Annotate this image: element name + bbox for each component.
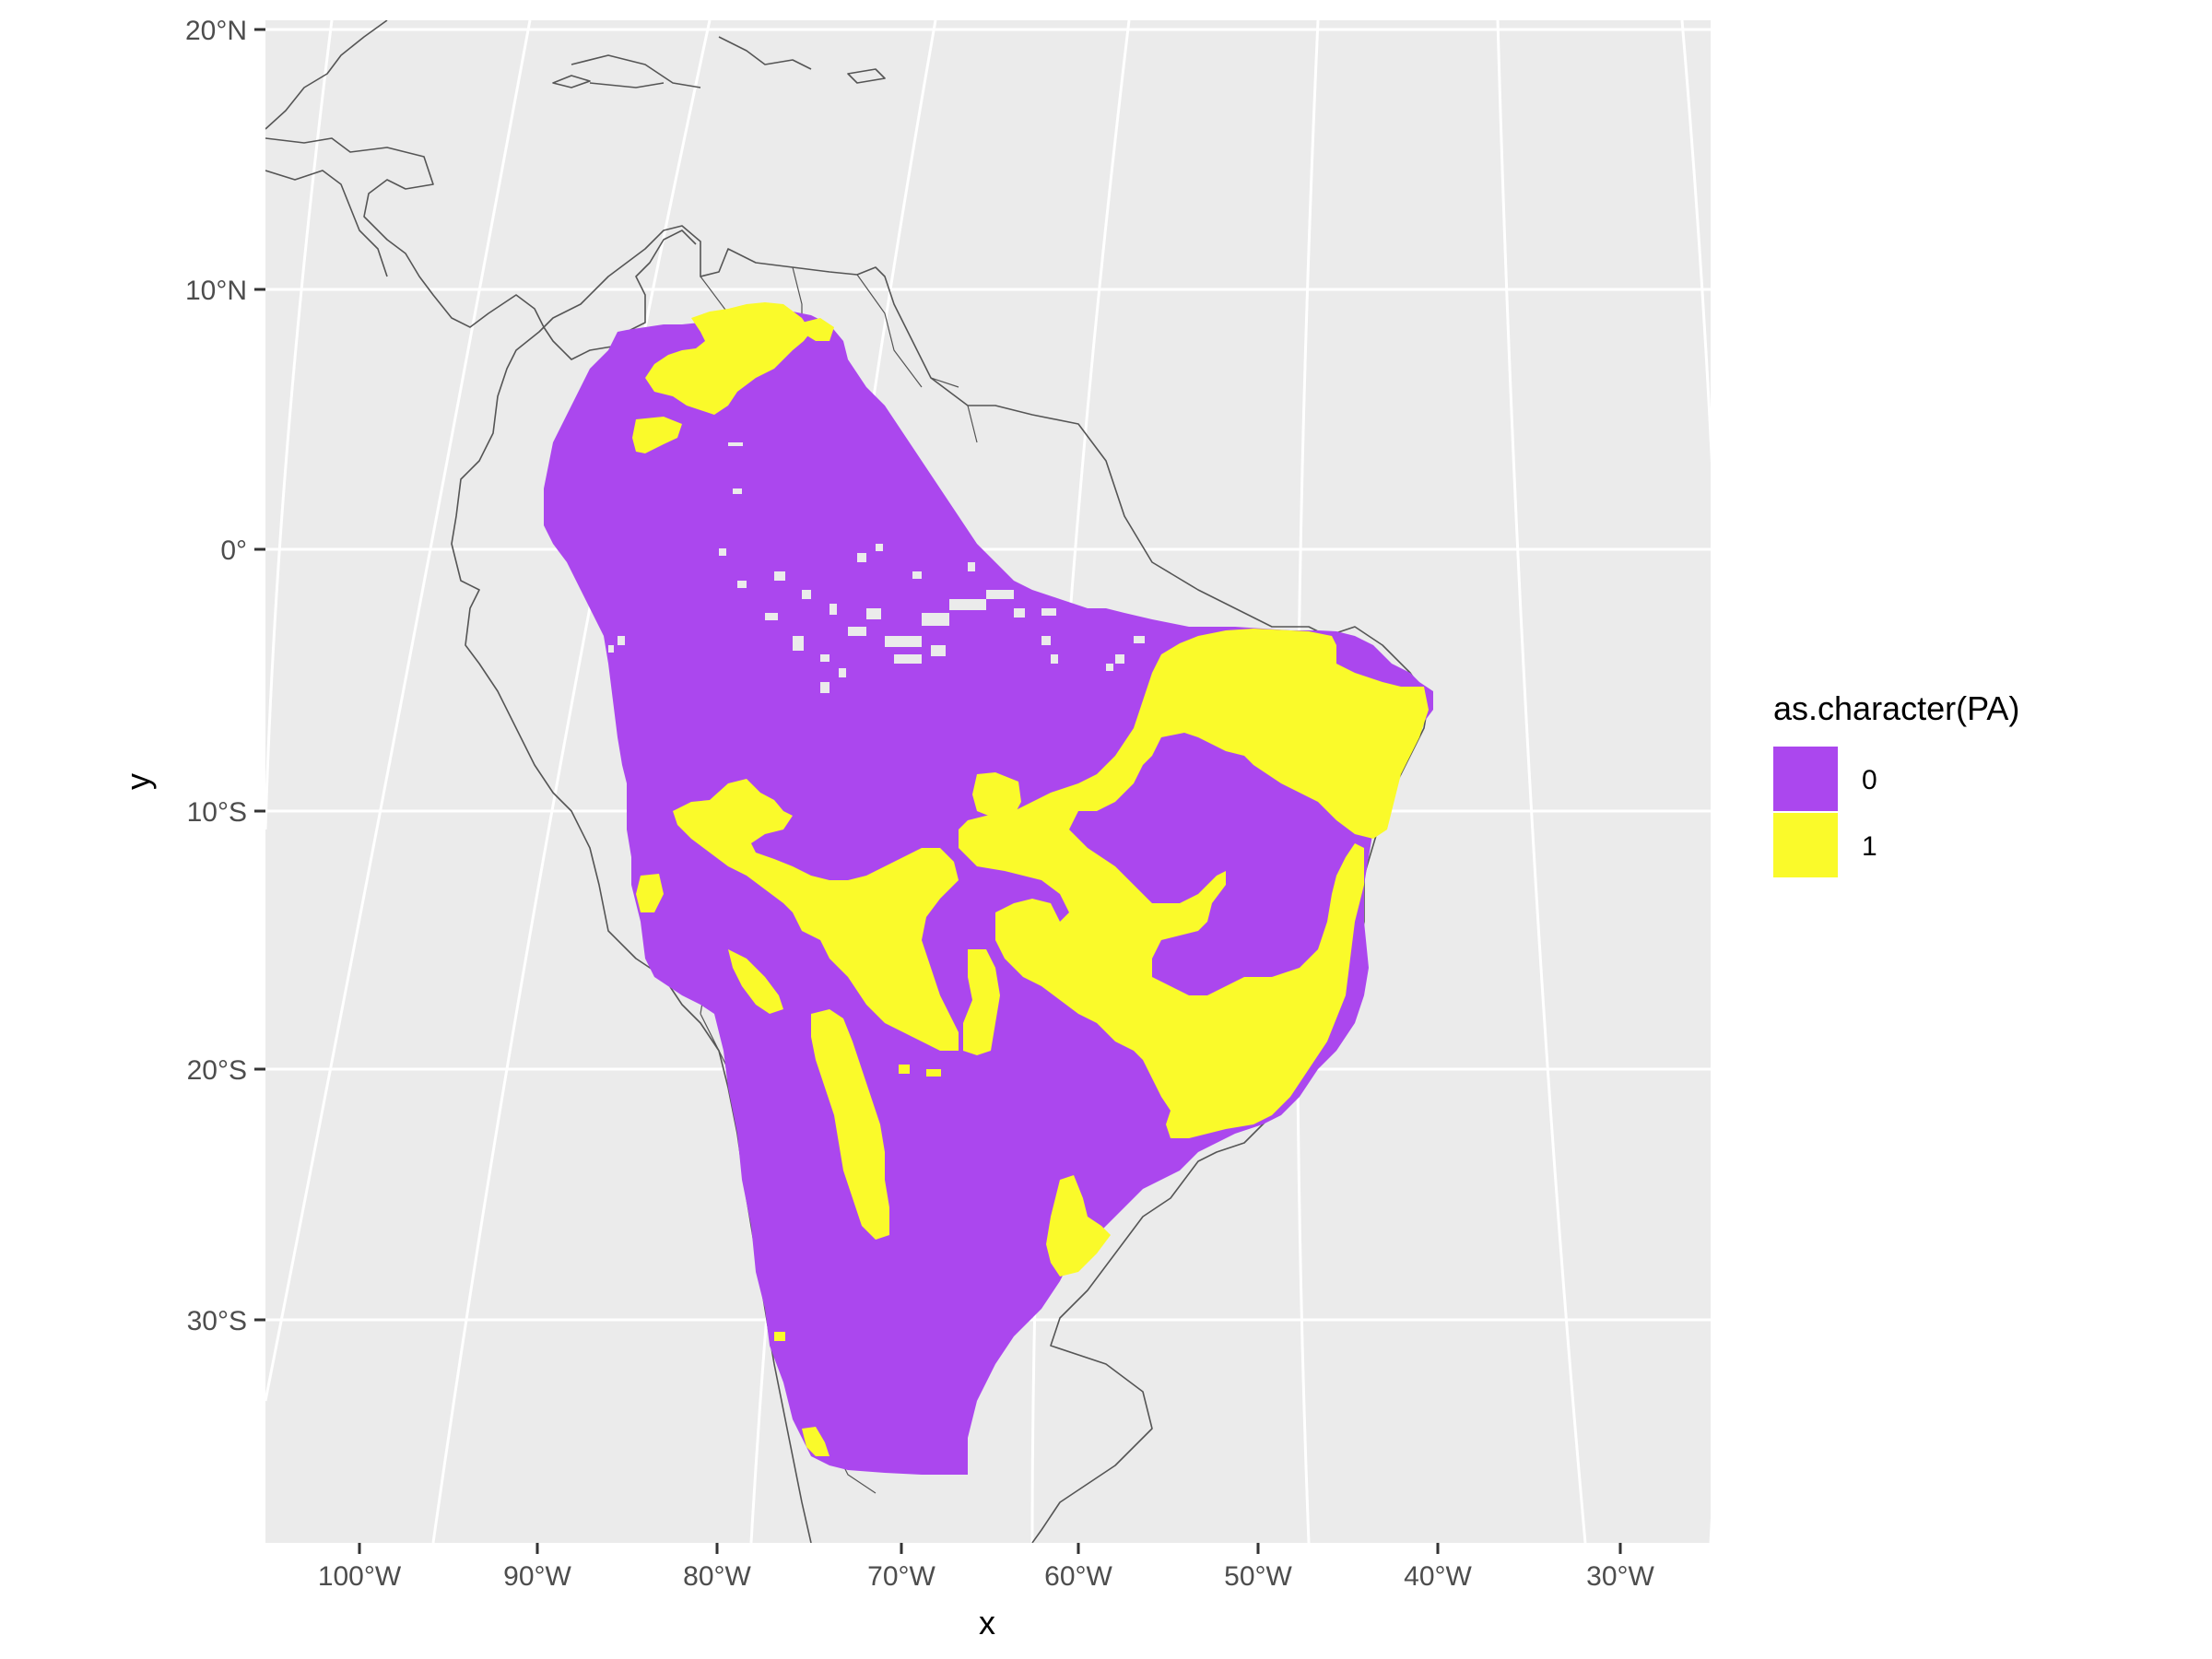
y-tick-label: 20°N <box>185 16 247 46</box>
presence-andean-band <box>673 779 959 1051</box>
x-tick-label: 40°W <box>1404 1561 1472 1592</box>
y-tick-label: 30°S <box>187 1306 247 1336</box>
x-tick-label: 60°W <box>1044 1561 1112 1592</box>
legend-key-0 <box>1773 747 1838 811</box>
raster-gaps <box>608 442 1145 693</box>
presence-patagonia-spot <box>802 1427 830 1456</box>
gridline-lon-80w <box>431 20 712 1543</box>
presence-west-spot <box>636 874 664 912</box>
x-tick-label: 70°W <box>867 1561 935 1592</box>
legend: as.character(PA) 0 1 <box>1773 689 2019 877</box>
presence-regions <box>632 302 1429 1456</box>
y-tick-label: 0° <box>220 535 247 566</box>
presence-bolivia-strip <box>811 1009 889 1240</box>
caribbean-islands-outline <box>552 36 886 88</box>
legend-label-0: 0 <box>1862 765 1877 795</box>
gridline-lon-40w <box>1496 20 1587 1543</box>
legend-title: as.character(PA) <box>1773 689 2019 727</box>
presence-caribbean-small <box>632 417 682 453</box>
presence-southwest-strip <box>728 949 783 1014</box>
distribution-raster <box>544 302 1433 1475</box>
presence-northeast-brazil <box>959 629 1429 1138</box>
presence-caribbean-coast <box>645 302 811 415</box>
gridline-lon-30w <box>1680 20 1711 1543</box>
y-tick-label: 20°S <box>187 1055 247 1086</box>
gridline-lon-90w <box>265 20 532 1402</box>
presence-south-coast <box>1046 1175 1111 1277</box>
presence-guiana-spot <box>802 318 834 341</box>
y-tick-label: 10°N <box>185 276 247 306</box>
x-axis-title: x <box>979 1604 995 1641</box>
y-axis-ticks <box>254 28 265 1322</box>
central-america-outline <box>265 20 697 360</box>
x-tick-label: 80°W <box>683 1561 751 1592</box>
presence-speck-2 <box>774 1332 785 1341</box>
gridline-lon-100w <box>265 20 334 830</box>
legend-label-1: 1 <box>1862 831 1877 862</box>
absence-region <box>544 312 1433 1475</box>
x-tick-label: 100°W <box>318 1561 402 1592</box>
y-tick-label: 10°S <box>187 797 247 828</box>
presence-pantanal <box>963 949 1000 1055</box>
y-axis-title: y <box>119 773 157 790</box>
x-axis-ticks <box>358 1543 1622 1554</box>
x-tick-label: 50°W <box>1224 1561 1292 1592</box>
x-tick-label: 30°W <box>1586 1561 1654 1592</box>
x-tick-label: 90°W <box>503 1561 571 1592</box>
presence-speck-3 <box>899 1065 910 1074</box>
legend-key-1 <box>1773 813 1838 877</box>
presence-central-blob <box>972 772 1021 817</box>
presence-speck-1 <box>926 1069 941 1077</box>
